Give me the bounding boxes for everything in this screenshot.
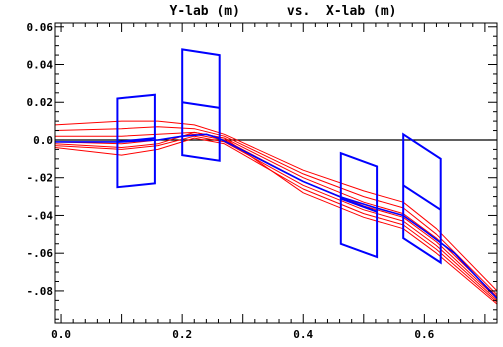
y-tick-label: 0.06 xyxy=(27,21,54,34)
trajectory-3 xyxy=(55,131,498,297)
y-tick-label: -.06 xyxy=(27,247,54,260)
plot-frame xyxy=(54,22,498,324)
tick-label-layer: 0.0 0.2 0.4 0.6 0.06 0.04 0.02 0.0 -.02 -.04 -.06 -… xyxy=(27,21,435,341)
beam-element-4 xyxy=(402,132,442,265)
x-tick-label: 0.4 xyxy=(293,328,313,341)
trajectory-layer xyxy=(54,120,498,305)
chart-title: Y-lab (m) vs. X-lab (m) xyxy=(170,4,397,19)
y-tick-label: 0.02 xyxy=(27,96,54,109)
x-tick-label: 0.6 xyxy=(414,328,434,341)
central-trajectory xyxy=(55,133,498,300)
trajectory-5 xyxy=(54,135,498,301)
beam-element-1 xyxy=(116,93,156,189)
trajectory-2 xyxy=(54,126,498,296)
y-tick-label: 0.04 xyxy=(27,59,54,72)
y-tick-label: -.02 xyxy=(27,172,54,185)
trajectory-6 xyxy=(54,137,498,303)
trajectory-7 xyxy=(54,131,498,305)
beam-element-1-midline xyxy=(117,137,156,143)
y-tick-label: -.08 xyxy=(27,285,54,298)
axes-frame xyxy=(54,22,498,324)
beam-element-2 xyxy=(181,48,221,162)
trajectory-4 xyxy=(54,133,498,299)
tick-layer xyxy=(55,23,498,323)
x-tick-label: 0.0 xyxy=(51,328,71,341)
beam-element-2-midline xyxy=(182,101,220,109)
x-tick-label: 0.2 xyxy=(172,328,192,341)
y-tick-label: -.04 xyxy=(27,209,54,222)
beam-element-3-midline xyxy=(340,197,378,213)
trajectory-1 xyxy=(54,120,498,292)
beam-element-3 xyxy=(339,151,379,259)
beam-element-layer xyxy=(116,48,442,265)
beam-element-4-midline xyxy=(402,184,442,211)
y-tick-label: 0.0 xyxy=(33,134,53,147)
